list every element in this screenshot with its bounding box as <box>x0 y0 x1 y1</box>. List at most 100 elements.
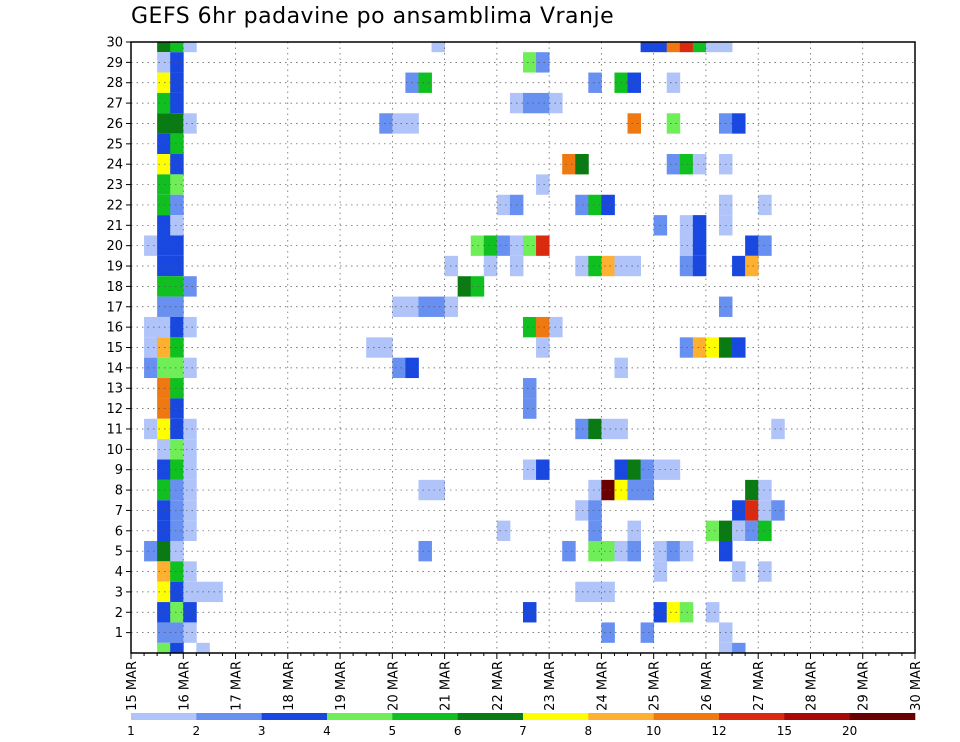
y-tick-label: 5 <box>115 545 123 560</box>
heatmap-cell <box>496 235 511 256</box>
legend-swatch <box>653 713 720 720</box>
heatmap-cell <box>183 581 197 603</box>
heatmap-cell <box>183 42 197 53</box>
heatmap-cell <box>523 92 537 114</box>
heatmap-cell <box>144 357 158 379</box>
heatmap-cell <box>183 418 197 440</box>
x-tick-label: 23 MAR <box>543 661 558 711</box>
heatmap-cell <box>483 255 498 277</box>
y-tick-label: 1 <box>115 626 123 641</box>
heatmap-cell <box>431 296 445 317</box>
heatmap-cell <box>157 642 171 653</box>
heatmap-cell <box>627 72 641 93</box>
y-tick-label: 7 <box>115 504 123 519</box>
x-tick-label: 18 MAR <box>282 661 297 711</box>
heatmap-cell <box>170 337 184 358</box>
heatmap-cell <box>392 113 406 134</box>
y-tick-label: 17 <box>106 300 123 315</box>
heatmap-cell <box>601 540 615 562</box>
y-tick-label: 20 <box>106 239 123 254</box>
heatmap-cell <box>170 540 184 562</box>
heatmap-cell <box>392 357 406 379</box>
heatmap-cell <box>170 622 184 643</box>
heatmap-cell <box>732 337 746 358</box>
heatmap-cell <box>732 642 746 653</box>
heatmap-cell <box>470 276 485 297</box>
heatmap-cell <box>157 113 171 134</box>
legend-label: 10 <box>646 724 661 738</box>
heatmap-cell <box>170 154 184 175</box>
heatmap-cell <box>170 398 184 419</box>
heatmap-cell <box>588 194 602 216</box>
heatmap-cell <box>719 642 733 653</box>
heatmap-cell <box>431 479 445 501</box>
heatmap-cell <box>144 337 158 358</box>
heatmap-cell <box>536 235 550 256</box>
y-tick-label: 10 <box>106 443 123 458</box>
y-tick-label: 16 <box>106 321 123 336</box>
heatmap-cell <box>523 398 537 419</box>
legend-label: 4 <box>323 724 331 738</box>
heatmap-cell <box>745 520 759 541</box>
heatmap-cell <box>588 540 602 562</box>
heatmap-cell <box>183 602 197 623</box>
heatmap-cell <box>692 42 707 53</box>
heatmap-cell <box>536 337 550 358</box>
heatmap-cell <box>601 622 615 643</box>
heatmap-cell <box>183 113 197 134</box>
heatmap-cell <box>627 479 641 501</box>
y-tick-label: 14 <box>106 361 123 376</box>
heatmap-cell <box>170 42 184 53</box>
y-tick-label: 4 <box>115 565 123 580</box>
heatmap-cell <box>745 235 759 256</box>
heatmap-cell <box>157 337 171 358</box>
heatmap-cell <box>732 500 746 521</box>
heatmap-cell <box>666 602 681 623</box>
grid-lines <box>131 41 915 653</box>
x-tick-label: 21 MAR <box>439 661 454 711</box>
heatmap-cell <box>183 520 197 541</box>
heatmap-cell <box>588 581 602 603</box>
x-tick-label: 19 MAR <box>334 661 349 711</box>
heatmap-cell <box>705 42 720 53</box>
legend-swatch <box>719 713 785 720</box>
heatmap-cell <box>157 42 171 53</box>
heatmap-cell <box>679 42 694 53</box>
x-tick-label: 27 MAR <box>752 661 767 711</box>
heatmap-cell <box>640 479 655 501</box>
heatmap-cell <box>170 500 184 521</box>
y-tick-label: 21 <box>106 219 123 234</box>
heatmap-cell <box>536 459 550 480</box>
heatmap-cell <box>157 296 171 317</box>
heatmap-cell <box>523 316 537 338</box>
heatmap-cell <box>627 520 641 541</box>
heatmap-cell <box>732 255 746 277</box>
heatmap-cell <box>536 52 550 73</box>
heatmap-cell <box>745 255 759 277</box>
heatmap-cell <box>170 113 184 134</box>
x-tick-label: 15 MAR <box>125 661 140 711</box>
heatmap-cell <box>157 255 171 277</box>
heatmap-cell <box>183 622 197 643</box>
heatmap-cell <box>457 276 472 297</box>
x-tick-label: 25 MAR <box>648 661 663 711</box>
heatmap-cell <box>157 92 171 114</box>
heatmap-cell <box>183 357 197 379</box>
x-tick-label: 30 MAR <box>909 661 924 711</box>
heatmap-cell <box>523 602 537 623</box>
heatmap-cell <box>157 581 171 603</box>
heatmap-cell <box>170 235 184 256</box>
y-tick-label: 12 <box>106 402 123 417</box>
legend-label: 15 <box>777 724 792 738</box>
heatmap-cell <box>705 520 720 541</box>
heatmap-cell <box>418 540 432 562</box>
heatmap-cell <box>523 378 537 399</box>
heatmap-cell <box>170 378 184 399</box>
heatmap-cell <box>771 418 785 440</box>
heatmap-cell <box>732 113 746 134</box>
heatmap-cell <box>536 174 550 195</box>
heatmap-cell <box>157 439 171 460</box>
y-tick-label: 24 <box>106 158 123 173</box>
heatmap-cell <box>588 255 602 277</box>
legend-label: 6 <box>454 724 462 738</box>
